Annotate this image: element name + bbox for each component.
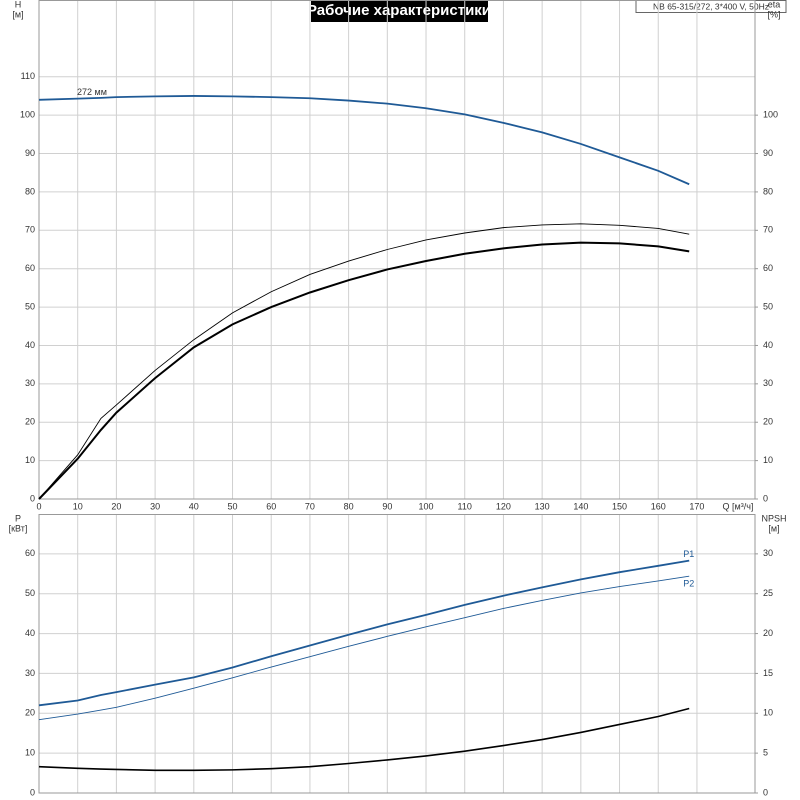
y-tick-label: 110 xyxy=(21,71,35,81)
y2-tick-label: 30 xyxy=(763,548,773,558)
series-line xyxy=(38,559,690,707)
y-axis-unit: [кВт] xyxy=(9,523,28,533)
y-tick-label: 60 xyxy=(25,263,35,273)
x-tick-label: 120 xyxy=(496,501,511,511)
y2-tick-label: 70 xyxy=(763,225,773,235)
x-tick-label: 20 xyxy=(111,501,121,511)
x-tick-label: 80 xyxy=(344,501,354,511)
x-tick-label: 160 xyxy=(651,501,666,511)
y2-tick-label: 100 xyxy=(763,110,778,120)
y-tick-label: 40 xyxy=(25,628,35,638)
y-axis-label: P xyxy=(15,513,21,523)
y-tick-label: 0 xyxy=(30,493,35,503)
y2-axis-unit: [%] xyxy=(767,9,780,19)
y2-tick-label: 30 xyxy=(763,378,773,388)
y2-tick-label: 10 xyxy=(763,455,773,465)
y-tick-label: 30 xyxy=(25,668,35,678)
x-tick-label: 30 xyxy=(150,501,160,511)
y-tick-label: 50 xyxy=(25,301,35,311)
x-tick-label: 50 xyxy=(228,501,238,511)
x-tick-label: 170 xyxy=(689,501,704,511)
x-tick-label: 70 xyxy=(305,501,315,511)
series-label: 272 мм xyxy=(77,87,107,97)
y2-axis-label: eta xyxy=(768,0,781,9)
y-tick-label: 70 xyxy=(25,225,35,235)
x-tick-label: 10 xyxy=(73,501,83,511)
y2-tick-label: 15 xyxy=(763,668,773,678)
y-axis-label: H xyxy=(15,0,22,9)
y-tick-label: 20 xyxy=(25,417,35,427)
y2-tick-label: 10 xyxy=(763,708,773,718)
series-label: P2 xyxy=(683,579,694,589)
series-line xyxy=(38,707,690,772)
x-tick-label: 110 xyxy=(458,501,472,511)
y2-tick-label: 50 xyxy=(763,301,773,311)
y2-tick-label: 20 xyxy=(763,417,773,427)
y-tick-label: 40 xyxy=(25,340,35,350)
y-tick-label: 10 xyxy=(25,455,35,465)
y2-tick-label: 60 xyxy=(763,263,773,273)
y2-tick-label: 20 xyxy=(763,628,773,638)
model: NB 65-315/272, 3*400 V, 50Hz xyxy=(653,1,769,11)
series-line xyxy=(38,575,690,721)
series-label: P1 xyxy=(683,549,694,559)
y-tick-label: 60 xyxy=(25,548,35,558)
y-tick-label: 0 xyxy=(30,787,35,797)
y-tick-label: 50 xyxy=(25,588,35,598)
y-tick-label: 30 xyxy=(25,378,35,388)
series-line xyxy=(38,241,690,500)
series-line xyxy=(38,223,690,500)
x-tick-label: 0 xyxy=(36,501,41,511)
y2-tick-label: 5 xyxy=(763,748,768,758)
y-tick-label: 20 xyxy=(25,708,35,718)
y-tick-label: 10 xyxy=(25,748,35,758)
y2-tick-label: 90 xyxy=(763,148,773,158)
title: Рабочие характеристики xyxy=(307,2,491,19)
plot-frame xyxy=(38,514,756,794)
y-tick-label: 100 xyxy=(20,110,35,120)
y2-tick-label: 40 xyxy=(763,340,773,350)
x-tick-label: 140 xyxy=(573,501,588,511)
x-tick-label: 90 xyxy=(382,501,392,511)
x-tick-label: 130 xyxy=(535,501,550,511)
y2-axis-label: NPSH xyxy=(761,513,786,523)
x-axis-label: Q [м³/ч] xyxy=(723,501,754,511)
x-tick-label: 150 xyxy=(612,501,627,511)
y2-axis-unit: [м] xyxy=(768,523,779,533)
plot-frame xyxy=(38,0,756,500)
x-tick-label: 40 xyxy=(189,501,199,511)
y2-tick-label: 0 xyxy=(763,493,768,503)
y2-tick-label: 80 xyxy=(763,186,773,196)
y-axis-unit: [м] xyxy=(12,9,23,19)
x-tick-label: 60 xyxy=(266,501,276,511)
y-tick-label: 80 xyxy=(25,186,35,196)
y-tick-label: 90 xyxy=(25,148,35,158)
series-line xyxy=(38,95,690,186)
y2-tick-label: 25 xyxy=(763,588,773,598)
y2-tick-label: 0 xyxy=(763,787,768,797)
x-tick-label: 100 xyxy=(419,501,434,511)
title-box xyxy=(311,0,488,22)
